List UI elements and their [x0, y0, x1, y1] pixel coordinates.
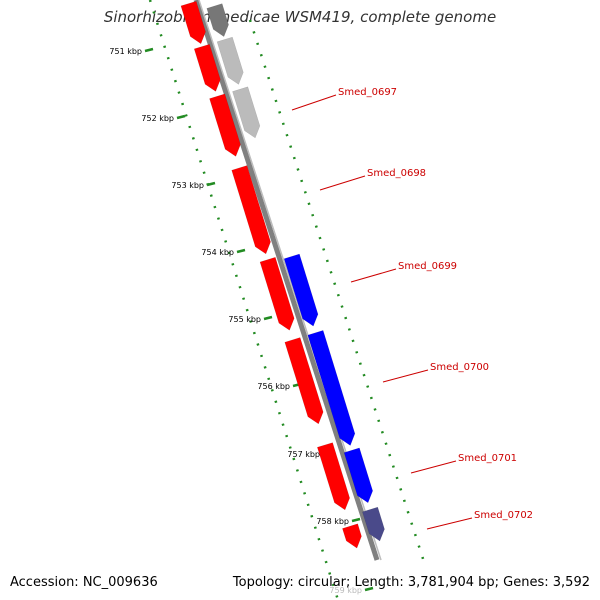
accession-text: Accession: NC_009636 [10, 575, 158, 590]
gene-arrow[interactable] [206, 3, 229, 37]
label-leader-line [382, 369, 429, 383]
tick-label: 752 kbp [141, 114, 174, 123]
gene-arrow[interactable] [343, 447, 373, 504]
backbone-line [193, 0, 380, 561]
tick-label: 759 kbp [329, 586, 362, 595]
gene-arrow[interactable] [342, 523, 362, 549]
gene-label[interactable]: Smed_0697 [338, 87, 397, 98]
gene-arrow[interactable] [193, 43, 221, 92]
tick-label: 758 kbp [316, 517, 349, 526]
tick-label: 751 kbp [109, 47, 142, 56]
gene-arrow[interactable] [307, 330, 356, 446]
tick-label: 754 kbp [201, 248, 234, 257]
tick-label: 756 kbp [257, 382, 290, 391]
major-tick [176, 114, 186, 120]
gene-arrow[interactable] [180, 0, 206, 45]
gene-arrow[interactable] [283, 253, 319, 327]
gene-arrow[interactable] [231, 165, 271, 255]
gene-label[interactable]: Smed_0701 [458, 453, 517, 464]
major-tick [236, 248, 246, 254]
gene-arrow[interactable] [362, 506, 385, 542]
gene-label[interactable]: Smed_0702 [474, 510, 533, 521]
gene-arrow[interactable] [259, 256, 295, 331]
gene-arrow[interactable] [284, 337, 324, 425]
gene-arrow[interactable] [209, 93, 241, 157]
label-leader-line [291, 94, 337, 111]
genome-summary-text: Topology: circular; Length: 3,781,904 bp… [232, 575, 590, 590]
gene-label[interactable]: Smed_0699 [398, 261, 457, 272]
major-tick [206, 181, 216, 187]
major-tick [144, 47, 154, 53]
tick-label: 753 kbp [171, 181, 204, 190]
gene-arrow[interactable] [216, 36, 244, 85]
major-tick [263, 315, 273, 321]
tick-label: 757 kbp [287, 450, 320, 459]
gene-arrow[interactable] [232, 86, 261, 139]
gene-arrow[interactable] [316, 442, 350, 511]
major-tick [351, 517, 361, 523]
gene-label[interactable]: Smed_0698 [367, 168, 426, 179]
label-leader-line [410, 460, 457, 474]
gene-label[interactable]: Smed_0700 [430, 362, 489, 373]
label-leader-line [350, 268, 397, 283]
label-leader-line [319, 175, 366, 191]
label-leader-line [426, 517, 473, 530]
tick-label: 755 kbp [228, 315, 261, 324]
major-tick [364, 586, 374, 592]
